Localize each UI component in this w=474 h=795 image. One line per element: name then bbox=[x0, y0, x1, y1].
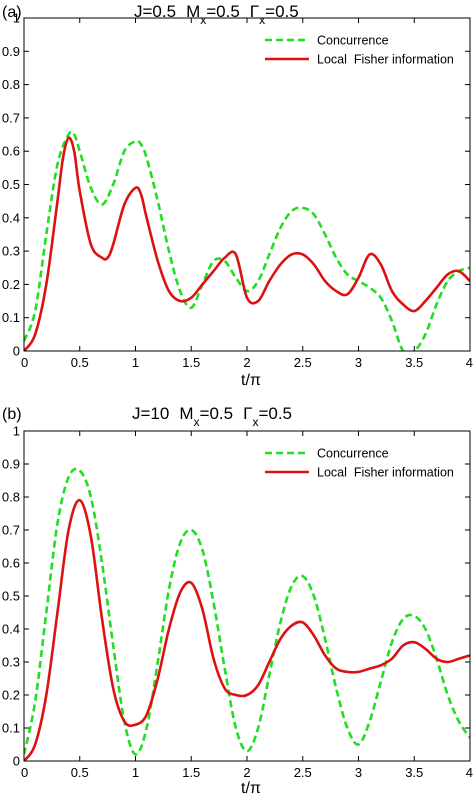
title-part-m_sub: x bbox=[200, 13, 206, 27]
series-line-fisher-information bbox=[24, 136, 470, 351]
x-tick-label: 0.5 bbox=[71, 355, 89, 370]
title-part-g: Γ bbox=[250, 2, 259, 21]
x-tick-label: 1 bbox=[132, 765, 139, 780]
x-tick-label: 3 bbox=[355, 765, 362, 780]
x-axis-label: t/π bbox=[241, 372, 261, 389]
y-tick-label: 0.1 bbox=[2, 721, 20, 736]
x-tick-label: 0.5 bbox=[71, 765, 89, 780]
y-tick-label: 0.8 bbox=[2, 77, 20, 92]
x-tick-label: 1 bbox=[132, 355, 139, 370]
y-tick-label: 0.3 bbox=[2, 244, 20, 259]
series-line-fisher-information bbox=[24, 499, 470, 761]
x-tick-label: 2 bbox=[243, 765, 250, 780]
panel-label: (b) bbox=[2, 406, 22, 423]
x-tick-label: 4 bbox=[466, 765, 473, 780]
y-tick-label: 0.7 bbox=[2, 523, 20, 538]
y-tick-label: 0.1 bbox=[2, 310, 20, 325]
y-tick-label: 0.6 bbox=[2, 144, 20, 159]
x-tick-label: 1.5 bbox=[182, 355, 200, 370]
x-tick-label: 3.5 bbox=[405, 765, 423, 780]
y-tick-label: 0.8 bbox=[2, 490, 20, 505]
y-tick-label: 0.2 bbox=[2, 688, 20, 703]
y-tick-label: 0.2 bbox=[2, 277, 20, 292]
x-tick-label: 1.5 bbox=[182, 765, 200, 780]
series-line-concurrence bbox=[24, 467, 470, 756]
y-tick-label: 0.9 bbox=[2, 457, 20, 472]
title-part-g_val: =0.5 bbox=[265, 2, 299, 21]
x-tick-label: 4 bbox=[466, 355, 473, 370]
chart-title: J=10 Mx=0.5 Γx=0.5 bbox=[132, 404, 292, 429]
title-part-j: J=10 bbox=[132, 404, 169, 423]
legend-label-concurrence: Concurrence bbox=[317, 34, 389, 48]
y-tick-label: 0.4 bbox=[2, 210, 20, 225]
title-part-m: M bbox=[179, 404, 193, 423]
chart-panel-a: 0 0.5 1 1.5 2 2.5 3 3.5 4 0 0.1 0.2 0.3 0.4 0.5 0.6 0.7 0… bbox=[2, 2, 473, 389]
x-tick-label: 3.5 bbox=[405, 355, 423, 370]
y-tick-label: 1 bbox=[13, 11, 20, 26]
series-line-concurrence bbox=[24, 130, 470, 351]
x-tick-label: 2.5 bbox=[294, 355, 312, 370]
y-tick-label: 0 bbox=[13, 344, 20, 359]
title-part-g_val: =0.5 bbox=[258, 404, 292, 423]
x-axis-label: t/π bbox=[241, 780, 261, 795]
title-part-m_val: =0.5 bbox=[200, 404, 234, 423]
title-part-m_val: =0.5 bbox=[206, 2, 240, 21]
plot-frame bbox=[23, 17, 471, 352]
legend-label-fisher-information: Local Fisher information bbox=[317, 53, 454, 67]
y-tick-label: 0.5 bbox=[2, 589, 20, 604]
x-tick-label: 3 bbox=[355, 355, 362, 370]
title-part-m: M bbox=[186, 2, 200, 21]
x-tick-label: 0 bbox=[21, 355, 28, 370]
y-tick-label: 0.5 bbox=[2, 177, 20, 192]
legend-label-fisher-information: Local Fisher information bbox=[317, 466, 454, 480]
title-part-j: J=0.5 bbox=[134, 2, 176, 21]
plot-frame bbox=[23, 430, 471, 762]
y-tick-label: 0.3 bbox=[2, 655, 20, 670]
legend-label-concurrence: Concurrence bbox=[317, 447, 389, 461]
panel-label: (a) bbox=[2, 4, 22, 21]
y-tick-label: 0.4 bbox=[2, 622, 20, 637]
title-part-m_sub: x bbox=[194, 415, 200, 429]
chart-panel-b: 0 0.5 1 1.5 2 2.5 3 3.5 4 0 0.1 0.2 0.3 0.4 0.5 0.6 0.7 0… bbox=[2, 404, 473, 795]
x-tick-label: 2 bbox=[243, 355, 250, 370]
x-tick-label: 0 bbox=[21, 765, 28, 780]
y-tick-label: 0.7 bbox=[2, 110, 20, 125]
y-tick-label: 0.9 bbox=[2, 44, 20, 59]
chart-title: J=0.5 Mx=0.5 Γx=0.5 bbox=[134, 2, 299, 27]
title-part-g_sub: x bbox=[259, 13, 265, 27]
title-part-g: Γ bbox=[243, 404, 252, 423]
y-tick-label: 0.6 bbox=[2, 556, 20, 571]
y-tick-label: 0 bbox=[13, 754, 20, 769]
x-tick-label: 2.5 bbox=[294, 765, 312, 780]
y-tick-label: 1 bbox=[13, 424, 20, 439]
title-part-g_sub: x bbox=[252, 415, 258, 429]
